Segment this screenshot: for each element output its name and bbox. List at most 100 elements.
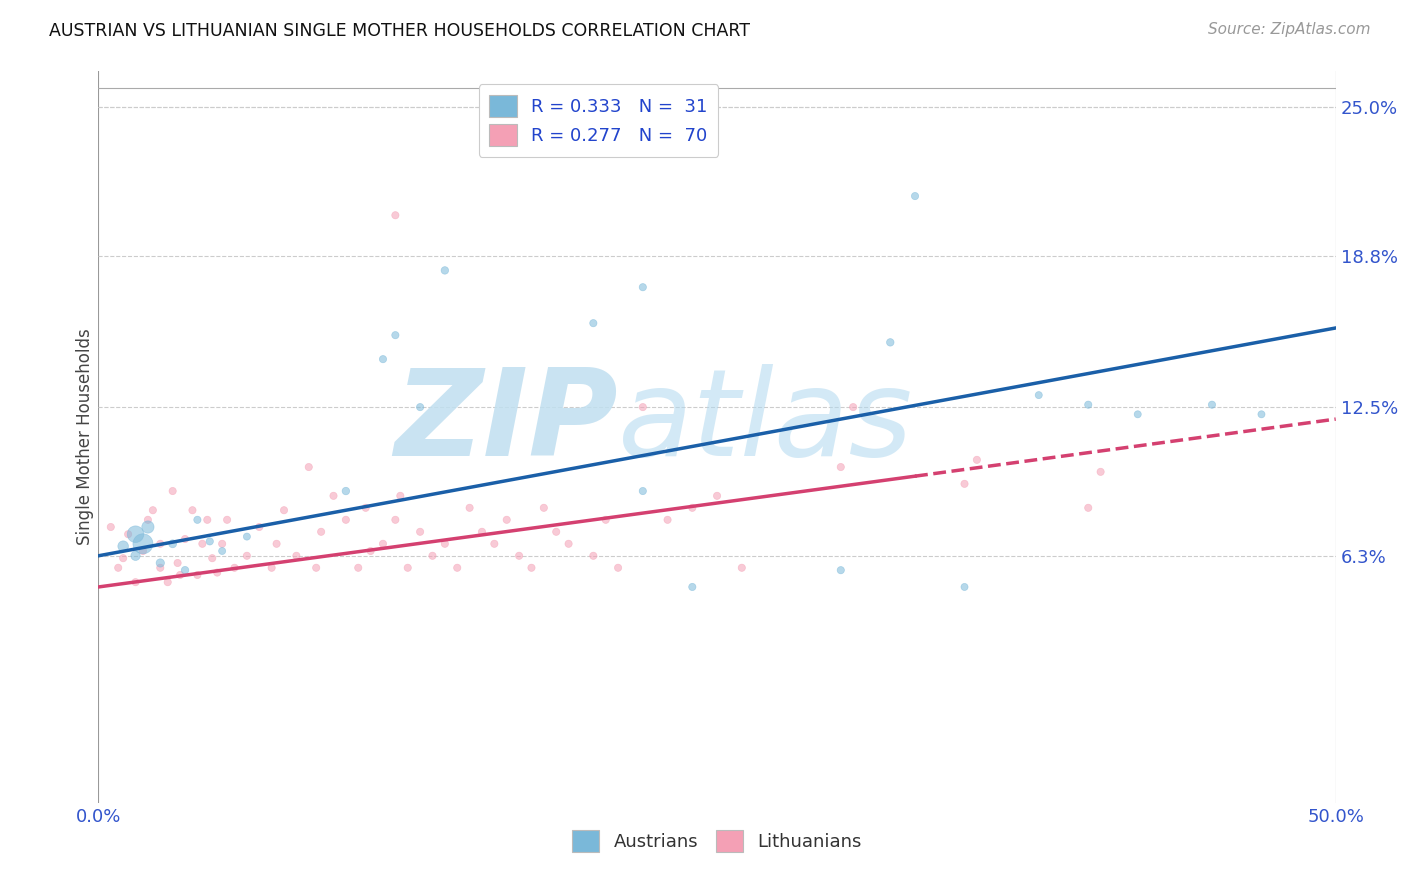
Point <box>273 503 295 517</box>
Point <box>217 513 239 527</box>
Point <box>631 280 654 294</box>
Point <box>371 537 394 551</box>
Text: Source: ZipAtlas.com: Source: ZipAtlas.com <box>1208 22 1371 37</box>
Point <box>966 453 988 467</box>
Point <box>211 544 233 558</box>
Point <box>162 483 184 498</box>
Y-axis label: Single Mother Households: Single Mother Households <box>76 329 94 545</box>
Point <box>384 328 406 343</box>
Point <box>132 544 155 558</box>
Point <box>236 530 259 544</box>
Point <box>360 544 382 558</box>
Point <box>149 556 172 570</box>
Point <box>495 513 517 527</box>
Point <box>174 532 197 546</box>
Point <box>842 400 865 414</box>
Point <box>409 524 432 539</box>
Point <box>582 316 605 330</box>
Point <box>422 549 444 563</box>
Point <box>409 400 432 414</box>
Point <box>266 537 288 551</box>
Point <box>681 580 703 594</box>
Point <box>201 551 224 566</box>
Point <box>389 489 412 503</box>
Point <box>112 551 135 566</box>
Point <box>136 513 159 527</box>
Point <box>371 352 394 367</box>
Point <box>305 561 328 575</box>
Point <box>879 335 901 350</box>
Point <box>520 561 543 575</box>
Text: AUSTRIAN VS LITHUANIAN SINGLE MOTHER HOUSEHOLDS CORRELATION CHART: AUSTRIAN VS LITHUANIAN SINGLE MOTHER HOU… <box>49 22 751 40</box>
Point <box>132 537 155 551</box>
Point <box>322 489 344 503</box>
Point <box>236 549 259 563</box>
Point <box>595 513 617 527</box>
Point <box>285 549 308 563</box>
Point <box>166 556 188 570</box>
Point <box>117 527 139 541</box>
Point <box>1250 407 1272 421</box>
Point <box>107 561 129 575</box>
Point <box>195 513 218 527</box>
Point <box>446 561 468 575</box>
Point <box>384 208 406 222</box>
Point <box>191 537 214 551</box>
Point <box>681 500 703 515</box>
Point <box>169 568 191 582</box>
Point <box>181 503 204 517</box>
Legend: Austrians, Lithuanians: Austrians, Lithuanians <box>565 823 869 860</box>
Point <box>347 33 370 47</box>
Point <box>198 534 221 549</box>
Point <box>112 539 135 553</box>
Point <box>354 500 377 515</box>
Point <box>904 189 927 203</box>
Point <box>546 524 568 539</box>
Point <box>162 537 184 551</box>
Point <box>508 549 530 563</box>
Point <box>731 561 754 575</box>
Point <box>124 527 146 541</box>
Point <box>186 513 208 527</box>
Point <box>100 520 122 534</box>
Point <box>124 575 146 590</box>
Point <box>1090 465 1112 479</box>
Point <box>607 561 630 575</box>
Point <box>298 460 321 475</box>
Point <box>830 563 852 577</box>
Point <box>706 489 728 503</box>
Point <box>396 561 419 575</box>
Point <box>384 513 406 527</box>
Text: ZIP: ZIP <box>394 364 619 481</box>
Point <box>433 537 456 551</box>
Point <box>156 575 179 590</box>
Point <box>471 524 494 539</box>
Point <box>1126 407 1149 421</box>
Point <box>458 500 481 515</box>
Point <box>433 263 456 277</box>
Point <box>149 561 172 575</box>
Point <box>224 561 246 575</box>
Point <box>124 549 146 563</box>
Point <box>582 549 605 563</box>
Point <box>1077 398 1099 412</box>
Point <box>174 563 197 577</box>
Point <box>657 513 679 527</box>
Point <box>953 580 976 594</box>
Point <box>347 561 370 575</box>
Point <box>484 537 506 551</box>
Point <box>1028 388 1050 402</box>
Point <box>335 513 357 527</box>
Point <box>149 537 172 551</box>
Point <box>260 561 283 575</box>
Point <box>533 500 555 515</box>
Text: atlas: atlas <box>619 364 914 481</box>
Point <box>631 400 654 414</box>
Point <box>247 520 270 534</box>
Point <box>142 503 165 517</box>
Point <box>1077 500 1099 515</box>
Point <box>1201 398 1223 412</box>
Point <box>953 476 976 491</box>
Point <box>309 524 332 539</box>
Point <box>186 568 208 582</box>
